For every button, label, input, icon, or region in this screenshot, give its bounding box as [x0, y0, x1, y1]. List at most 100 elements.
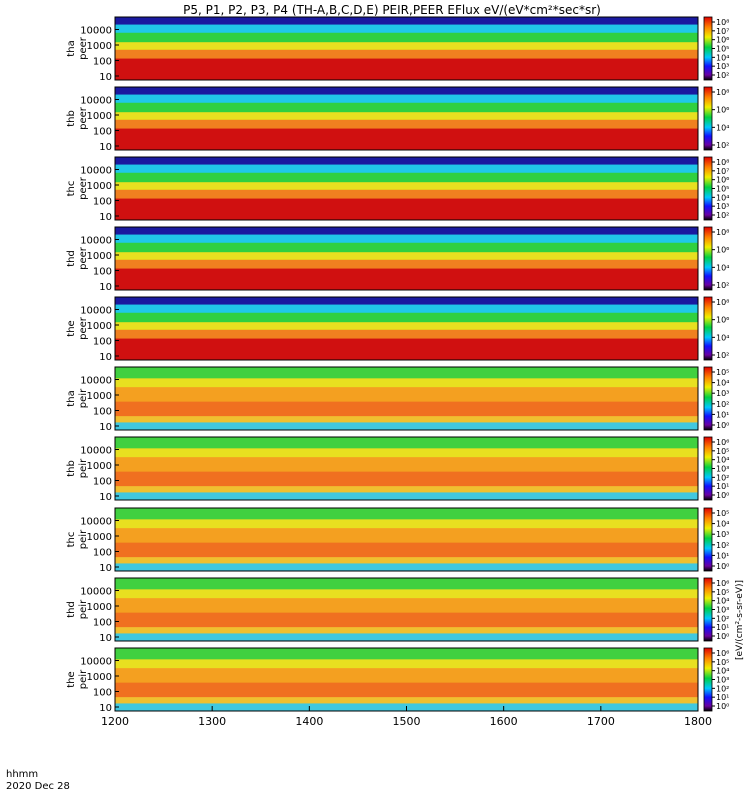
colorbar-tick-label: 10⁸	[716, 298, 729, 307]
x-tick-label: 1500	[393, 715, 421, 728]
panel-label-probe: thd	[66, 601, 77, 618]
y-tick-label: 10	[99, 352, 112, 363]
colorbar-tick-label: 10²	[716, 351, 729, 360]
panel-label-species: peer	[78, 106, 89, 130]
y-tick-label: 100	[93, 127, 112, 138]
spectrogram-band	[115, 519, 698, 529]
y-tick-label: 1000	[87, 181, 112, 192]
spectrogram-band	[115, 422, 698, 431]
colorbar-tick-label: 10⁴	[716, 379, 729, 388]
y-tick-label: 100	[93, 618, 112, 629]
spectrogram-band	[115, 268, 698, 291]
y-tick-label: 1000	[87, 41, 112, 52]
colorbar	[703, 366, 713, 431]
colorbar-tick-label: 10²	[716, 614, 729, 623]
y-tick-label: 1000	[87, 111, 112, 122]
x-tick-label: 1300	[198, 715, 226, 728]
colorbar-tick-label: 10⁰	[716, 702, 729, 711]
colorbar-unit: [eV/(cm²-s-sr-eV)]	[735, 580, 745, 660]
spectrogram-band	[115, 682, 698, 698]
panel-label-species: peir	[78, 388, 89, 408]
panel-label-probe: thb	[66, 110, 77, 127]
colorbar-tick-label: 10⁴	[716, 123, 729, 132]
colorbar-tick-label: 10⁸	[716, 88, 729, 97]
spectrogram-band	[115, 242, 698, 253]
colorbar-tick-label: 10⁶	[716, 438, 729, 447]
colorbar-tick-label: 10⁸	[716, 158, 729, 167]
y-tick-label: 10000	[80, 517, 112, 528]
colorbar	[703, 86, 713, 151]
y-tick-label: 100	[93, 57, 112, 68]
colorbar-tick-label: 10³	[716, 62, 729, 71]
y-tick-label: 100	[93, 267, 112, 278]
spectrogram-band	[115, 259, 698, 270]
colorbar	[703, 226, 713, 291]
spectrogram-band	[115, 563, 698, 572]
y-tick-label: 1000	[87, 672, 112, 683]
spectrogram-band	[115, 49, 698, 60]
colorbar-tick-label: 10⁷	[716, 27, 729, 36]
colorbar-tick-label: 10²	[716, 141, 729, 150]
colorbar-tick-label: 10⁰	[716, 632, 729, 641]
colorbar-tick-label: 10⁴	[716, 53, 729, 62]
y-tick-label: 1000	[87, 391, 112, 402]
colorbar-tick-label: 10⁴	[716, 263, 729, 272]
y-tick-label: 10	[99, 492, 112, 503]
figure-title: P5, P1, P2, P3, P4 (TH-A,B,C,D,E) PEIR,P…	[183, 3, 601, 17]
spectrogram-band	[115, 128, 698, 151]
spectrogram-band	[115, 448, 698, 458]
colorbar	[703, 436, 713, 501]
spectrogram-band	[115, 24, 698, 34]
colorbar-tick-label: 10³	[716, 530, 729, 539]
x-axis: 1200 1300 1400 1500 1600 1700 1800	[101, 706, 712, 728]
panel-label-species: peir	[78, 599, 89, 619]
y-tick-label: 1000	[87, 321, 112, 332]
y-tick-label: 10000	[80, 26, 112, 37]
spectrogram-band	[115, 119, 698, 130]
colorbar-tick-label: 10⁵	[716, 185, 729, 194]
colorbar-tick-label: 10¹	[716, 623, 729, 632]
spectrogram-band	[115, 94, 698, 104]
colorbar-tick-label: 10⁸	[716, 228, 729, 237]
colorbar-tick-label: 10³	[716, 202, 729, 211]
colorbar-tick-label: 10⁴	[716, 667, 729, 676]
y-tick-label: 100	[93, 337, 112, 348]
colorbar	[703, 296, 713, 361]
y-tick-label: 10	[99, 422, 112, 433]
panel-label-probe: thd	[66, 250, 77, 267]
y-tick-label: 100	[93, 477, 112, 488]
y-tick-label: 10000	[80, 306, 112, 317]
colorbar-tick-label: 10⁴	[716, 597, 729, 606]
spectrogram-band	[115, 32, 698, 43]
panel-label-species: peer	[78, 246, 89, 270]
colorbar-tick-label: 10⁵	[716, 447, 729, 456]
spectrogram-band	[115, 189, 698, 200]
colorbar-tick-label: 10⁶	[716, 246, 729, 255]
spectrogram-band	[115, 17, 698, 26]
spectrogram-band	[115, 437, 698, 449]
spectrogram-band	[115, 338, 698, 361]
colorbar-tick-label: 10⁰	[716, 562, 729, 571]
y-tick-label: 10	[99, 633, 112, 644]
spectrogram-band	[115, 367, 698, 379]
colorbar-tick-label: 10⁶	[716, 579, 729, 588]
y-tick-label: 10000	[80, 236, 112, 247]
spectrogram-band	[115, 58, 698, 81]
colorbar-tick-label: 10⁰	[716, 421, 729, 430]
spectrogram-band	[115, 471, 698, 487]
y-tick-label: 10	[99, 703, 112, 714]
colorbar-tick-label: 10⁴	[716, 520, 729, 529]
panel-frame	[114, 577, 699, 642]
y-tick-label: 10000	[80, 657, 112, 668]
panel-label-species: peir	[78, 669, 89, 689]
x-tick-label: 1800	[684, 715, 712, 728]
colorbar	[703, 16, 713, 81]
spectrogram-band	[115, 659, 698, 669]
